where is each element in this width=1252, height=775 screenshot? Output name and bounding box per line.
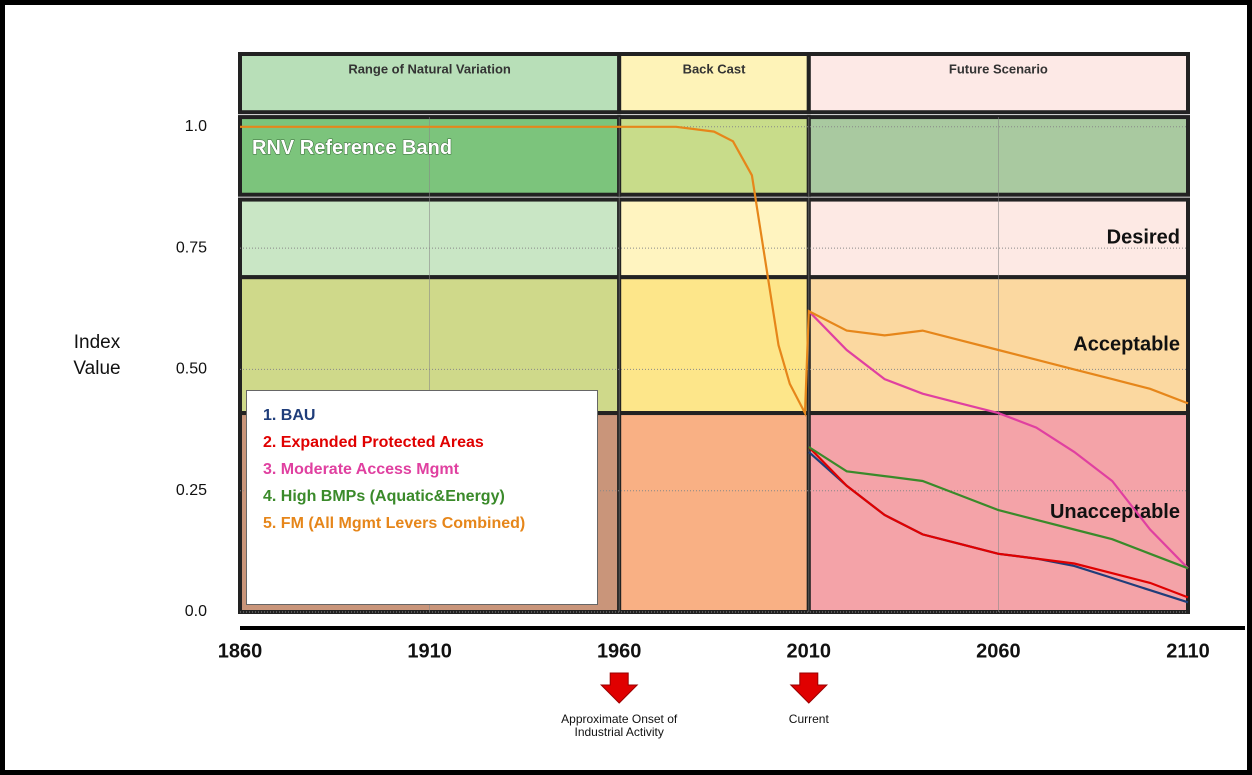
zone-cell bbox=[617, 411, 811, 615]
arrow bbox=[789, 672, 829, 704]
period-header bbox=[806, 52, 1190, 115]
axis-mask bbox=[1190, 612, 1245, 626]
y-tick-label: 0.50 bbox=[176, 361, 207, 378]
legend-entry: 5. FM (All Mgmt Levers Combined) bbox=[263, 515, 526, 532]
period-label: Future Scenario bbox=[949, 61, 1048, 76]
series-line bbox=[808, 310, 1189, 570]
annotation: Approximate Onset of Industrial Activity bbox=[561, 712, 678, 739]
period-label: Back Cast bbox=[683, 61, 747, 76]
x-tick-label: 1860 bbox=[218, 640, 263, 662]
series-line bbox=[808, 446, 1189, 599]
zone-label: Unacceptable bbox=[1050, 501, 1180, 523]
y-axis-title: Index Value bbox=[73, 332, 121, 379]
annotation: Current bbox=[788, 712, 829, 726]
period-label: Range of Natural Variation bbox=[348, 61, 511, 76]
x-tick-label: 2060 bbox=[976, 640, 1021, 662]
legend-entry: 3. Moderate Access Mgmt bbox=[263, 461, 459, 478]
x-tick-label: 1910 bbox=[407, 640, 452, 662]
y-tick-label: 0.0 bbox=[185, 603, 207, 620]
legend-entry: 1. BAU bbox=[263, 407, 316, 424]
zone-label: Acceptable bbox=[1073, 333, 1180, 355]
arrow bbox=[599, 672, 639, 704]
y-tick-label: 0.25 bbox=[176, 482, 207, 499]
zone-label: RNV Reference Band bbox=[252, 137, 452, 159]
legend-entry: 4. High BMPs (Aquatic&Energy) bbox=[263, 488, 505, 505]
x-tick-label: 2110 bbox=[1166, 640, 1209, 662]
y-tick-label: 0.75 bbox=[176, 239, 207, 256]
zone-cell bbox=[617, 197, 811, 280]
x-tick-label: 1960 bbox=[597, 640, 642, 662]
legend-entry: 2. Expanded Protected Areas bbox=[263, 434, 484, 451]
zone-label: Desired bbox=[1107, 227, 1180, 249]
x-tick-label: 2010 bbox=[787, 640, 832, 662]
period-header bbox=[238, 52, 622, 115]
zone-cell bbox=[617, 275, 811, 416]
zone-cell bbox=[617, 115, 811, 197]
legend: 1. BAU 2. Expanded Protected Areas 3. Mode… bbox=[246, 390, 598, 605]
series-line bbox=[808, 446, 1189, 570]
series-line bbox=[240, 125, 1189, 418]
y-tick-label: 1.0 bbox=[185, 118, 207, 135]
period-header bbox=[617, 52, 811, 115]
